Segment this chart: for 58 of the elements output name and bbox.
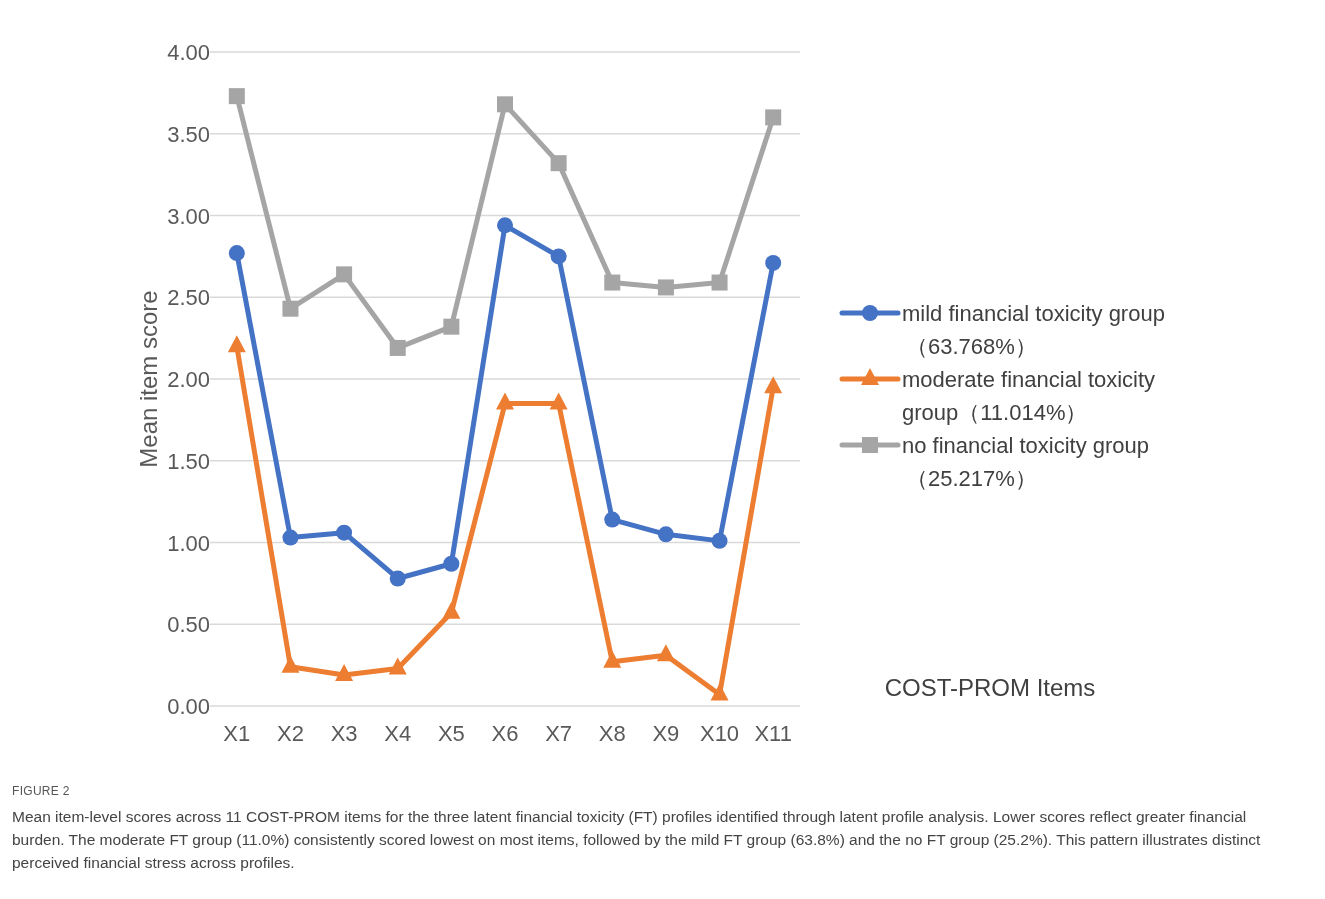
- point: [604, 274, 621, 291]
- legend-label: no financial toxicity group（25.217%）: [902, 433, 1150, 491]
- point: [604, 511, 621, 528]
- y-tick-label: 0.00: [167, 694, 210, 719]
- y-tick-label: 4.00: [167, 40, 210, 65]
- point: [497, 217, 513, 234]
- point: [711, 532, 728, 549]
- point: [228, 88, 245, 105]
- point: [443, 555, 460, 572]
- y-tick-label: 2.50: [167, 285, 210, 311]
- y-tick-label: 2.00: [167, 367, 210, 392]
- point: [388, 657, 407, 675]
- point: [710, 683, 729, 701]
- point: [442, 601, 461, 619]
- point: [549, 392, 568, 410]
- point: [765, 109, 782, 126]
- point: [335, 663, 354, 681]
- point: [282, 529, 299, 546]
- x-tick-label: X11: [754, 721, 792, 746]
- point: [711, 274, 728, 291]
- text: Mean item-level scores across 11 COST-PROM items for the three latent financial toxicity (FT) profiles identified through latent profile analysis. Lower scores reflect greater financial burden. The moderate FT group (11.0%) consistently scored lowest on most items, followed by the mild FT group (63.8%) and the no FT group (25.2%). This pattern illustrates distinct perceived financial stress across profiles.: [12, 807, 1262, 873]
- x-tick-label: X4: [384, 721, 412, 746]
- x-tick-label: X9: [652, 721, 680, 746]
- point: [550, 248, 567, 265]
- point: [765, 254, 782, 271]
- caption: FIGURE 2: [12, 783, 71, 800]
- x-tick-label: X5: [437, 721, 465, 746]
- point: [550, 155, 567, 172]
- point: [657, 526, 674, 543]
- point: [443, 318, 460, 335]
- point: [497, 96, 513, 113]
- x-tick-label: X6: [491, 721, 519, 746]
- y-axis-title: Mean item score: [135, 290, 162, 468]
- point: [657, 279, 674, 296]
- point: [282, 300, 299, 317]
- x-tick-label: X1: [223, 721, 251, 746]
- point: [656, 644, 675, 662]
- y-tick-label: 1.50: [167, 448, 210, 474]
- y-tick-label: 3.00: [167, 203, 210, 229]
- x-tick-label: X10: [699, 721, 740, 746]
- point: [389, 570, 406, 587]
- point: [389, 339, 406, 356]
- point: [764, 376, 783, 394]
- point: [281, 655, 300, 673]
- point: [227, 335, 246, 353]
- point: [228, 245, 245, 262]
- x-tick-label: X2: [276, 721, 304, 746]
- point: [496, 392, 514, 410]
- x-tick-label: X7: [545, 721, 573, 746]
- x-tick-label: X3: [330, 721, 358, 746]
- y-tick-label: 1.00: [167, 530, 210, 556]
- y-tick-label: 3.50: [167, 121, 210, 147]
- y-tick-label: 0.50: [167, 612, 210, 638]
- x-tick-label: X8: [598, 721, 626, 746]
- point: [603, 650, 622, 668]
- point: [336, 266, 353, 283]
- x-axis-title: COST-PROM Items: [884, 674, 1096, 701]
- point: [336, 524, 353, 541]
